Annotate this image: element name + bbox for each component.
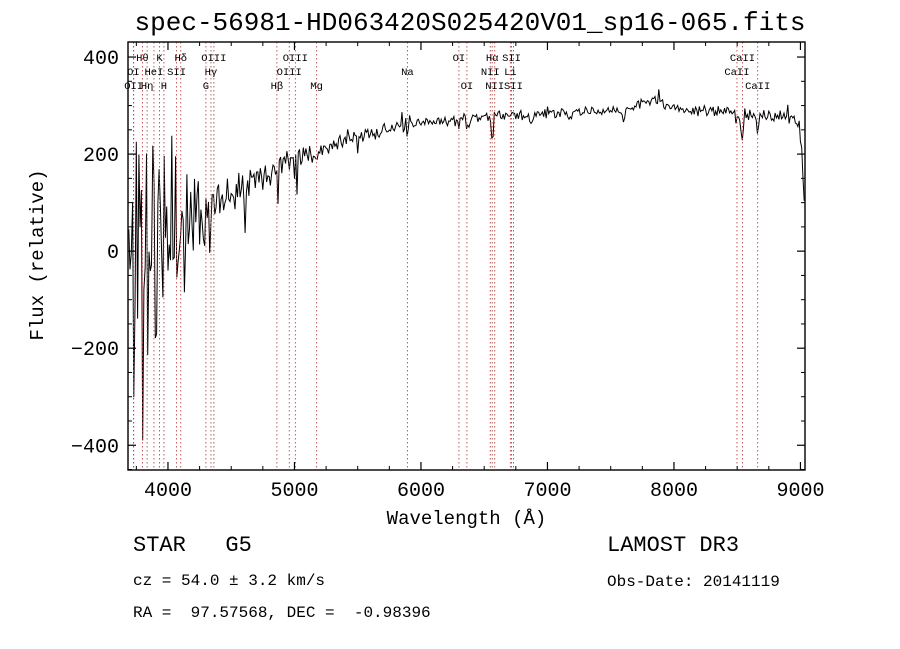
svg-text:H: H — [161, 81, 167, 93]
svg-text:OI: OI — [461, 81, 474, 93]
svg-text:CaII: CaII — [730, 53, 755, 65]
svg-text:OIII: OIII — [201, 53, 226, 65]
svg-text:8000: 8000 — [650, 480, 698, 503]
svg-text:0: 0 — [107, 242, 119, 265]
ra-dec-coordinates: RA = 97.57568, DEC = -0.98396 — [133, 604, 431, 622]
svg-text:OII: OII — [124, 81, 143, 93]
x-axis-label: Wavelength (Å) — [386, 508, 547, 530]
svg-text:OI: OI — [127, 67, 140, 79]
svg-text:CaII: CaII — [724, 67, 749, 79]
svg-text:Hγ: Hγ — [205, 67, 218, 79]
svg-text:5000: 5000 — [270, 480, 318, 503]
svg-text:NII: NII — [485, 81, 504, 93]
svg-text:HeI: HeI — [144, 67, 163, 79]
svg-text:−200: −200 — [71, 339, 119, 362]
y-axis-label: Flux (relative) — [27, 169, 49, 341]
svg-text:6000: 6000 — [397, 480, 445, 503]
svg-text:OIII: OIII — [283, 53, 308, 65]
svg-text:Hδ: Hδ — [174, 53, 187, 65]
svg-text:OIII: OIII — [277, 67, 302, 79]
obs-date-value: Obs-Date: 20141119 — [607, 573, 780, 591]
svg-text:Hα: Hα — [486, 53, 499, 65]
survey-release-label: LAMOST DR3 — [607, 533, 740, 558]
svg-text:Hθ: Hθ — [136, 53, 149, 65]
svg-text:Li: Li — [504, 67, 517, 79]
svg-text:Na: Na — [401, 67, 414, 79]
svg-text:Mg: Mg — [310, 81, 323, 93]
cz-velocity-value: cz = 54.0 ± 3.2 km/s — [133, 572, 326, 590]
svg-text:SII: SII — [504, 81, 523, 93]
svg-text:9000: 9000 — [776, 480, 824, 503]
svg-text:4000: 4000 — [144, 480, 192, 503]
svg-text:Hβ: Hβ — [271, 81, 284, 93]
svg-text:G: G — [203, 81, 209, 93]
object-class-label: STAR G5 — [133, 533, 252, 558]
svg-text:SII: SII — [502, 53, 521, 65]
svg-text:K: K — [156, 53, 163, 65]
svg-text:200: 200 — [83, 145, 119, 168]
svg-text:NII: NII — [481, 67, 500, 79]
svg-text:Hη: Hη — [141, 81, 154, 93]
svg-text:−400: −400 — [71, 436, 119, 459]
svg-text:CaII: CaII — [745, 81, 770, 93]
svg-text:OI: OI — [453, 53, 466, 65]
svg-text:SII: SII — [167, 67, 186, 79]
svg-text:400: 400 — [83, 48, 119, 71]
plot-title: spec-56981-HD063420S025420V01_sp16-065.f… — [134, 8, 806, 38]
svg-text:7000: 7000 — [523, 480, 571, 503]
